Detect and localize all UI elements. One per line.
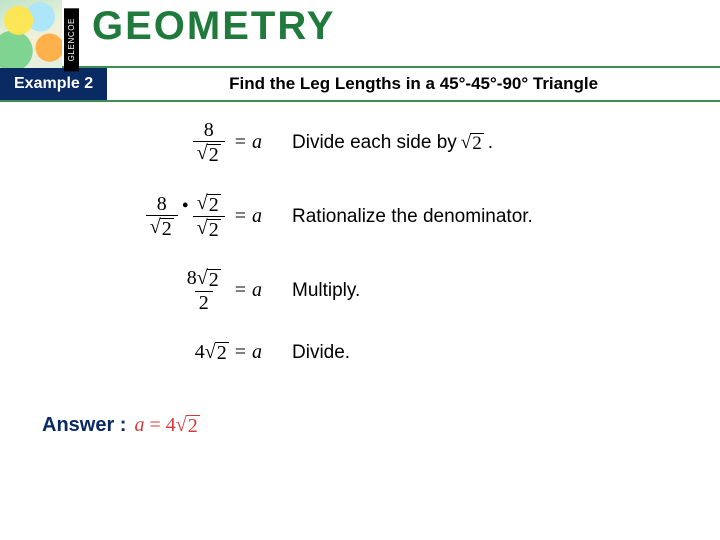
header-title: GEOMETRY <box>92 4 335 49</box>
steps-list: 8 2 = a Divide each side by 2. 8 2 • 2 <box>0 102 720 400</box>
explanation-4: Divide. <box>292 342 350 364</box>
brand-label: GLENCOE <box>64 8 79 71</box>
explanation-2: Rationalize the denominator. <box>292 206 533 228</box>
step-2: 8 2 • 2 2 = a Rationalize the denominato… <box>42 193 696 240</box>
section-title: Find the Leg Lengths in a 45°-45°-90° Tr… <box>107 74 720 94</box>
explanation-3: Multiply. <box>292 280 360 302</box>
step-1: 8 2 = a Divide each side by 2. <box>42 120 696 165</box>
answer-equation: a = 42 <box>134 414 199 437</box>
answer-label: Answer : <box>42 414 126 437</box>
header-banner: GLENCOE GEOMETRY <box>0 0 720 68</box>
explanation-1: Divide each side by 2. <box>292 132 493 154</box>
equation-2: 8 2 • 2 2 = a <box>42 193 292 240</box>
header-art <box>0 0 62 68</box>
equation-3: 82 2 = a <box>42 268 292 313</box>
step-3: 82 2 = a Multiply. <box>42 268 696 313</box>
answer-row: Answer : a = 42 <box>0 400 720 437</box>
content-area: 8 2 = a Divide each side by 2. 8 2 • 2 <box>0 102 720 437</box>
equation-1: 8 2 = a <box>42 120 292 165</box>
step-4: 42 = a Divide. <box>42 341 696 364</box>
equation-4: 42 = a <box>42 341 292 364</box>
section-row: Example 2 Find the Leg Lengths in a 45°-… <box>0 68 720 102</box>
example-tab: Example 2 <box>0 68 107 100</box>
